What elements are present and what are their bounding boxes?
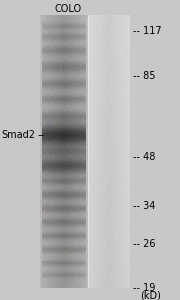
Text: -- 34: -- 34 — [133, 201, 156, 211]
Text: (kD): (kD) — [140, 291, 161, 300]
Text: -- 19: -- 19 — [133, 283, 156, 293]
Text: Smad2: Smad2 — [2, 130, 36, 140]
Text: -- 26: -- 26 — [133, 238, 156, 249]
Text: -- 117: -- 117 — [133, 26, 162, 36]
Text: -- 48: -- 48 — [133, 152, 156, 162]
Text: COLO: COLO — [55, 4, 82, 14]
Text: --: -- — [38, 130, 45, 140]
Text: -- 85: -- 85 — [133, 71, 156, 81]
